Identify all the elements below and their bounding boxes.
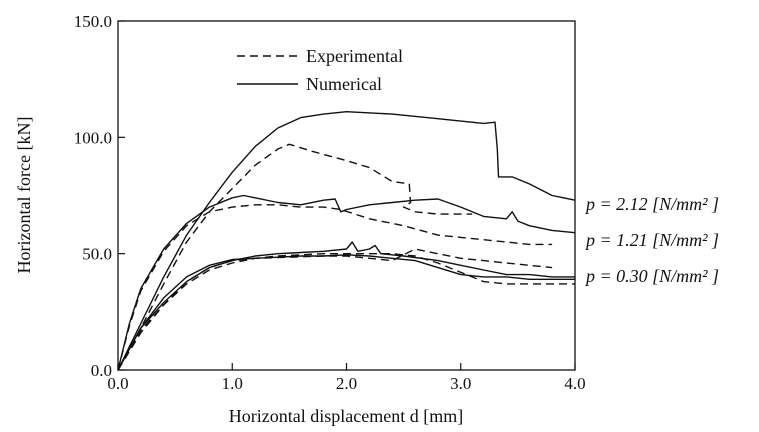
annotation-p-1-21: p = 1.21 [N/mm² ] <box>584 230 719 250</box>
y-tick-label: 50.0 <box>82 245 112 264</box>
x-axis-title: Horizontal displacement d [mm] <box>229 406 463 426</box>
series-line-experimental-p-0-30-5 <box>118 254 575 370</box>
pressure-annotations: p = 2.12 [N/mm² ] p = 1.21 [N/mm² ] p = … <box>584 194 719 286</box>
x-tick-label: 1.0 <box>222 374 243 393</box>
x-tick-label: 3.0 <box>450 374 471 393</box>
legend: Experimental Numerical <box>237 46 403 94</box>
series-lines <box>118 112 575 370</box>
annotation-p-2-12: p = 2.12 [N/mm² ] <box>584 194 719 214</box>
annotation-p-0-30: p = 0.30 [N/mm² ] <box>584 266 719 286</box>
legend-label-experimental: Experimental <box>306 46 403 66</box>
y-tick-label: 150.0 <box>74 12 112 31</box>
series-line-numerical-p-0-30-6 <box>118 255 575 370</box>
series-line-numerical-p-0-30-4 <box>118 242 575 370</box>
series-line-experimental-p-0-30-7 <box>118 249 552 370</box>
legend-label-numerical: Numerical <box>306 74 382 94</box>
y-tick-label: 100.0 <box>74 128 112 147</box>
series-line-numerical-p-1-21-2 <box>118 196 575 371</box>
y-axis-title: Horizontal force [kN] <box>14 117 34 274</box>
series-line-numerical-p-2-12-0 <box>118 112 575 370</box>
x-tick-label: 4.0 <box>564 374 585 393</box>
x-tick-label: 2.0 <box>336 374 357 393</box>
y-tick-label: 0.0 <box>91 361 112 380</box>
